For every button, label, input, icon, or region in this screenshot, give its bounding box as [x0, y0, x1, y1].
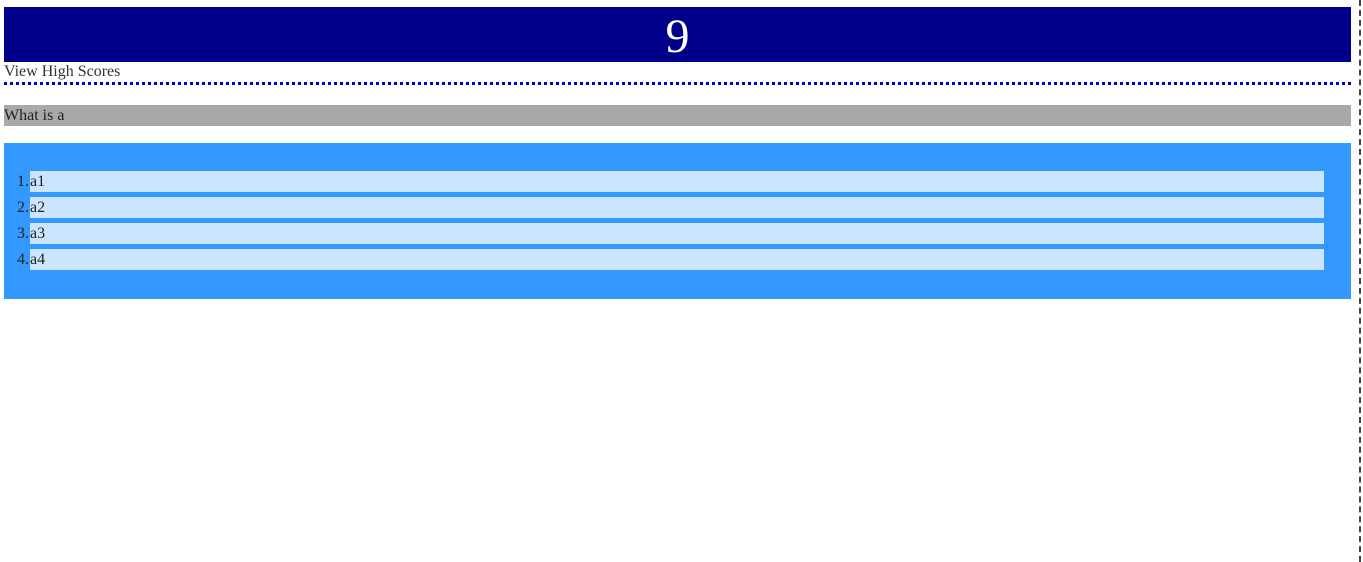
- answer-option[interactable]: a3: [30, 223, 1324, 244]
- answer-number: 2.: [17, 199, 29, 216]
- answers-panel: 1. a1 2. a2 3. a3 4. a4: [4, 143, 1351, 299]
- answer-number: 4.: [17, 251, 29, 268]
- answer-option[interactable]: a1: [30, 171, 1324, 192]
- answer-option[interactable]: a4: [30, 249, 1324, 270]
- answer-item: 2. a2: [4, 197, 1351, 218]
- answer-number: 1.: [17, 173, 29, 190]
- question-bar: What is a: [4, 105, 1351, 126]
- question-text: What is a: [4, 107, 65, 124]
- window-edge-rule: [1359, 0, 1361, 562]
- view-high-scores-link[interactable]: View High Scores: [4, 63, 121, 80]
- answer-item: 1. a1: [4, 171, 1351, 192]
- answer-option[interactable]: a2: [30, 197, 1324, 218]
- answer-number: 3.: [17, 225, 29, 242]
- dotted-divider: [4, 82, 1351, 85]
- timer-display: 9: [4, 7, 1351, 63]
- timer-value: 9: [665, 10, 690, 63]
- answer-item: 3. a3: [4, 223, 1351, 244]
- answer-item: 4. a4: [4, 249, 1351, 270]
